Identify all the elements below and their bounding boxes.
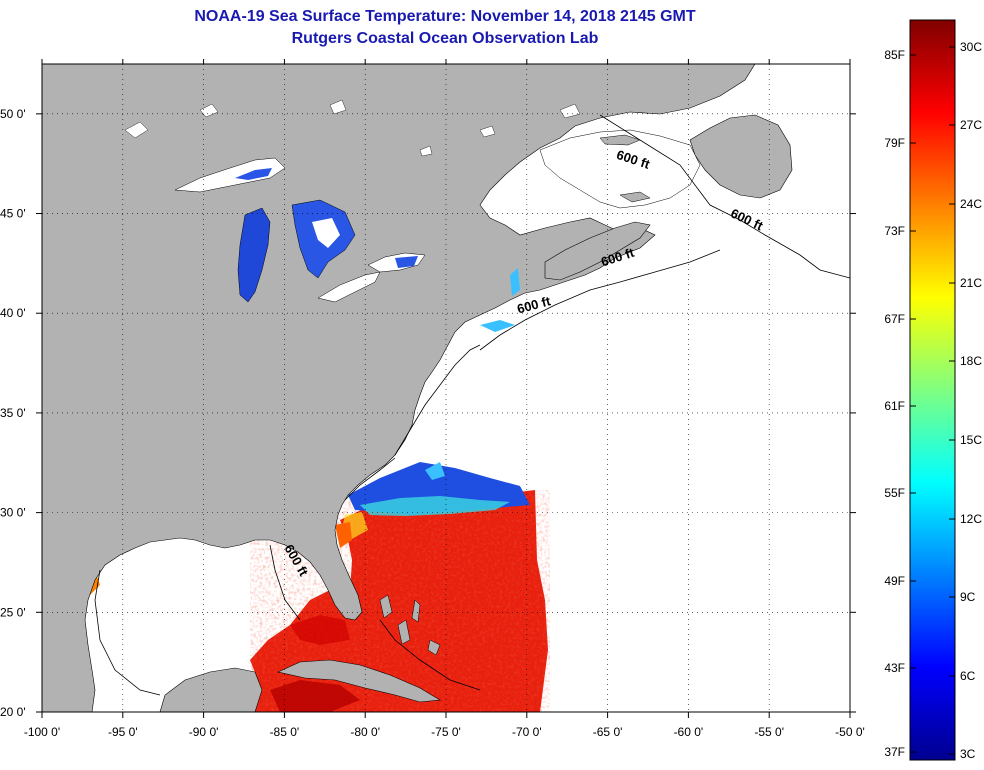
land-yucatan (159, 667, 263, 712)
lake-huron-white (312, 218, 340, 248)
colorbar (909, 19, 956, 761)
lon-tick-label: -65 0' (593, 725, 623, 739)
lon-tick-label: -60 0' (674, 725, 704, 739)
map-subtitle: Rutgers Coastal Ocean Observation Lab (291, 30, 599, 47)
colorbar-f-label: 79F (884, 136, 905, 150)
land-pei (619, 191, 651, 203)
land-lake-specks (124, 99, 581, 157)
lat-tick-label: 30 0' (0, 506, 26, 520)
colorbar-f-label: 61F (884, 399, 905, 413)
lat-tick-label: 35 0' (0, 406, 26, 420)
lake-ontario-data (395, 256, 418, 268)
land-anticosti (599, 134, 641, 146)
colorbar-f-label: 73F (884, 224, 905, 238)
colorbar-c-labels: 30C 27C 24C 21C 18C 15C 12C 9C 6C 3C (949, 40, 982, 761)
colorbar-c-label: 15C (960, 433, 982, 447)
colorbar-c-label: 24C (960, 197, 982, 211)
sst-cyan-band (360, 496, 510, 516)
lat-tick-label: 20 0' (0, 705, 26, 719)
land-newfoundland (689, 114, 793, 199)
colorbar-c-label: 18C (960, 354, 982, 368)
lake-superior-data (235, 168, 272, 180)
colorbar-f-label: 67F (884, 312, 905, 326)
lon-tick-label: -55 0' (754, 725, 784, 739)
lat-tick-label: 50 0' (0, 107, 26, 121)
colorbar-f-label: 55F (884, 486, 905, 500)
lon-tick-label: -50 0' (835, 725, 865, 739)
lake-erie (317, 271, 381, 303)
lon-axis: -100 0' -95 0' -90 0' -85 0' -80 0' -75 0' -70… (24, 59, 865, 739)
colorbar-c-label: 27C (960, 118, 982, 132)
colorbar-c-label: 3C (960, 747, 976, 761)
coastal-sst-specks (425, 268, 520, 480)
lat-tick-label: 40 0' (0, 306, 26, 320)
great-lakes (174, 157, 426, 303)
lat-tick-label: 25 0' (0, 605, 26, 619)
colorbar-f-label: 43F (884, 661, 905, 675)
colorbar-f-label: 85F (884, 48, 905, 62)
lon-tick-label: -80 0' (350, 725, 380, 739)
colorbar-f-label: 37F (884, 745, 905, 759)
lon-tick-label: -95 0' (108, 725, 138, 739)
lon-tick-label: -100 0' (24, 725, 60, 739)
lake-michigan (237, 207, 271, 303)
lon-tick-label: -70 0' (512, 725, 542, 739)
colorbar-f-labels: 85F 79F 73F 67F 61F 55F 49F 43F 37F (884, 48, 916, 759)
lake-superior (174, 157, 286, 193)
colorbar-f-label: 49F (884, 574, 905, 588)
isobath-600ft (94, 114, 850, 696)
colorbar-c-label: 9C (960, 590, 976, 604)
colorbar-c-label: 6C (960, 669, 976, 683)
sst-dark-red-caribbean (270, 680, 360, 712)
sst-florida-strait-warm (290, 615, 350, 645)
land-north-america (42, 64, 756, 712)
lat-axis: 50 0' 45 0' 40 0' 35 0' 30 0' 25 0' 20 0' (0, 107, 856, 719)
graticule (42, 64, 850, 712)
lon-tick-label: -85 0' (270, 725, 300, 739)
water-gulf-st-lawrence (539, 129, 701, 209)
gulf-coast-fringe-east (335, 522, 352, 548)
colorbar-c-label: 21C (960, 276, 982, 290)
land-nova-scotia (544, 221, 651, 281)
colorbar-c-label: 30C (960, 40, 982, 54)
lon-tick-label: -75 0' (431, 725, 461, 739)
map-title: NOAA-19 Sea Surface Temperature: Novembe… (194, 8, 696, 25)
lat-tick-label: 45 0' (0, 207, 26, 221)
land-cuba (277, 659, 441, 703)
lon-tick-label: -90 0' (189, 725, 219, 739)
colorbar-c-label: 12C (960, 512, 982, 526)
